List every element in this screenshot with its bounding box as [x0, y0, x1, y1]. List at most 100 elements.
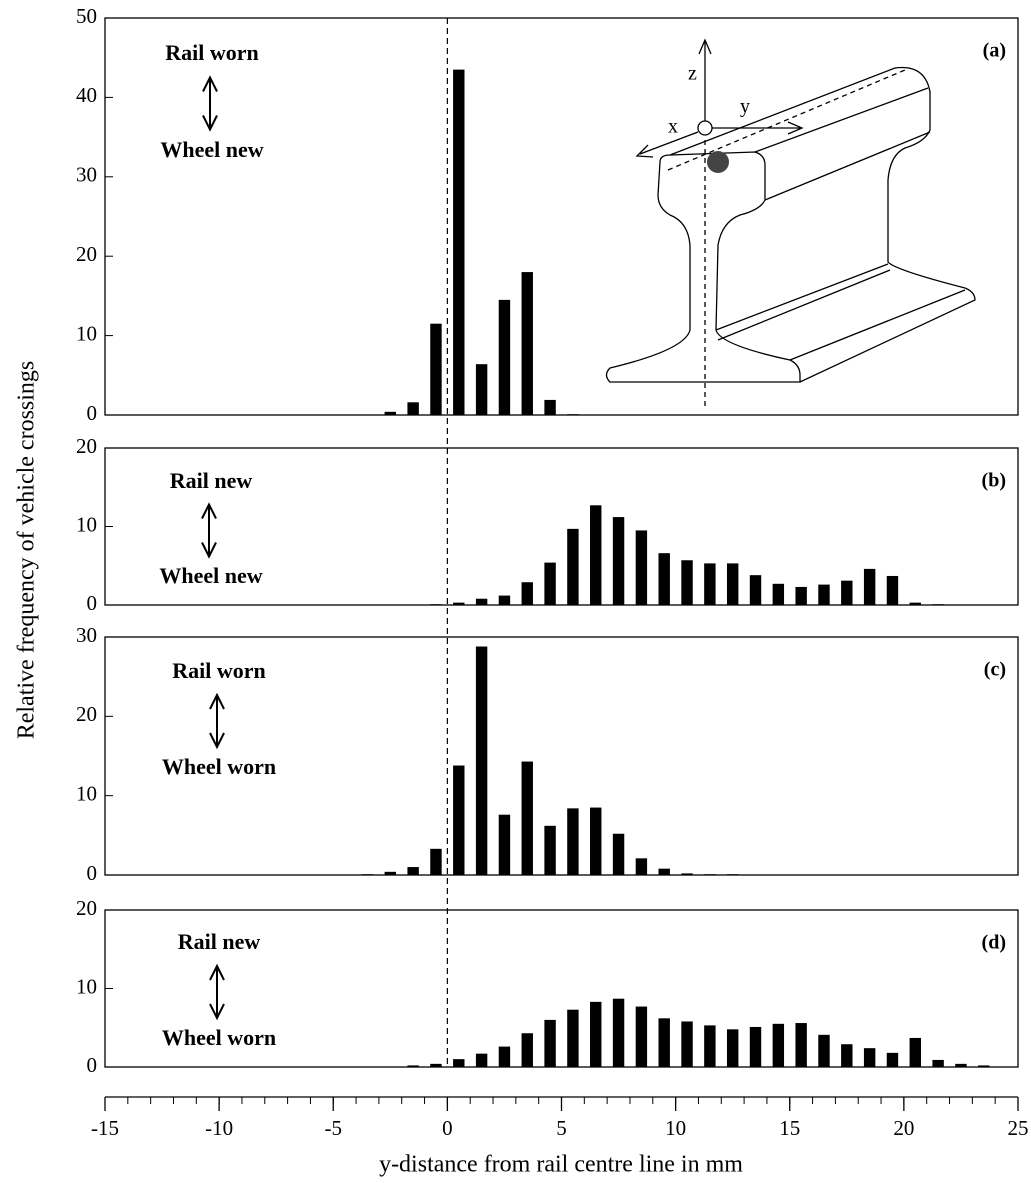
annotation: Rail worn	[165, 40, 259, 65]
panel-label: (c)	[984, 659, 1006, 681]
bar	[704, 563, 716, 605]
bar	[726, 563, 739, 605]
y-tick-label: 50	[76, 4, 97, 28]
annotation: Rail new	[170, 468, 253, 493]
annotation: Wheel new	[159, 563, 262, 588]
y-tick-label: 0	[87, 1053, 98, 1077]
bar	[818, 1034, 830, 1067]
panel-frame	[104, 636, 1019, 876]
bar	[407, 402, 419, 415]
bar	[521, 1033, 533, 1067]
bar	[863, 1048, 876, 1067]
annotation: Wheel new	[160, 137, 263, 162]
bar	[635, 1006, 648, 1067]
x-tick-label: -5	[325, 1116, 343, 1140]
bar	[498, 299, 511, 415]
bar	[384, 411, 397, 415]
bar	[635, 858, 648, 875]
rail-body	[669, 66, 976, 383]
bar	[475, 364, 488, 415]
bar	[453, 1059, 465, 1067]
double-arrow	[209, 692, 225, 750]
bar	[544, 1019, 556, 1067]
bar	[978, 1065, 990, 1067]
bar	[841, 1044, 853, 1067]
bar	[498, 1046, 511, 1067]
bar	[886, 575, 899, 605]
bar	[704, 1025, 716, 1067]
y-tick-label: 30	[76, 623, 97, 647]
bar	[430, 848, 442, 875]
double-arrow	[209, 963, 225, 1021]
y-tick-label: 0	[87, 401, 98, 425]
y-axis-label: Relative frequency of vehicle crossings	[14, 361, 40, 740]
panel-frame	[104, 17, 1019, 416]
bar	[886, 1052, 899, 1067]
bar	[795, 586, 807, 605]
origin-marker	[697, 120, 713, 136]
y-tick-label: 20	[76, 434, 97, 458]
bar	[544, 562, 556, 605]
x-tick-label: -15	[91, 1116, 119, 1140]
x-tick-label: 10	[665, 1116, 686, 1140]
bar	[590, 505, 602, 605]
double-arrow	[202, 75, 218, 132]
y-tick-label: 0	[87, 861, 98, 885]
bar	[635, 530, 648, 605]
bar	[932, 1059, 944, 1067]
bar	[498, 595, 511, 605]
axis-y-label: y	[740, 96, 750, 118]
bar	[475, 1053, 488, 1067]
bar	[863, 568, 876, 605]
bar	[909, 602, 921, 605]
bar	[681, 873, 693, 875]
bar	[544, 825, 556, 875]
annotation: Rail new	[178, 929, 261, 954]
x-tick-label: 25	[1008, 1116, 1029, 1140]
panel-label: (a)	[983, 40, 1006, 62]
annotation: Wheel worn	[162, 754, 276, 779]
double-arrow	[201, 502, 217, 559]
bar	[749, 1026, 762, 1067]
bar	[453, 602, 465, 605]
bar	[521, 582, 533, 605]
bar	[726, 1029, 739, 1067]
bar	[590, 1001, 602, 1067]
bar	[681, 560, 693, 605]
bar	[612, 998, 625, 1067]
y-tick-label: 0	[87, 591, 98, 615]
y-tick-label: 10	[76, 974, 97, 998]
bar	[430, 1063, 442, 1067]
annotation: Rail worn	[172, 658, 266, 683]
bar	[658, 1018, 670, 1067]
y-tick-label: 20	[76, 242, 97, 266]
bar	[567, 808, 579, 875]
rail-inset: x y z	[605, 38, 976, 410]
bar	[521, 761, 533, 875]
bar	[841, 580, 853, 605]
y-tick-label: 30	[76, 163, 97, 187]
bar	[567, 1009, 579, 1067]
bar	[909, 1037, 921, 1067]
y-tick-label: 10	[76, 781, 97, 805]
bar	[681, 1021, 693, 1067]
bar	[818, 584, 830, 605]
rail-profile	[605, 151, 801, 383]
bar	[384, 871, 397, 875]
bar	[407, 867, 419, 875]
bar	[955, 1063, 967, 1067]
bar	[795, 1023, 807, 1067]
bar	[407, 1065, 419, 1067]
panel-label: (d)	[982, 932, 1006, 954]
bar	[658, 553, 670, 605]
bar	[453, 69, 465, 416]
bar	[612, 833, 625, 875]
bar	[772, 583, 785, 605]
bar	[749, 575, 762, 605]
y-tick-label: 10	[76, 512, 97, 536]
x-tick-label: 15	[779, 1116, 800, 1140]
bar	[453, 765, 465, 875]
bar	[590, 807, 602, 875]
bar	[475, 646, 488, 875]
